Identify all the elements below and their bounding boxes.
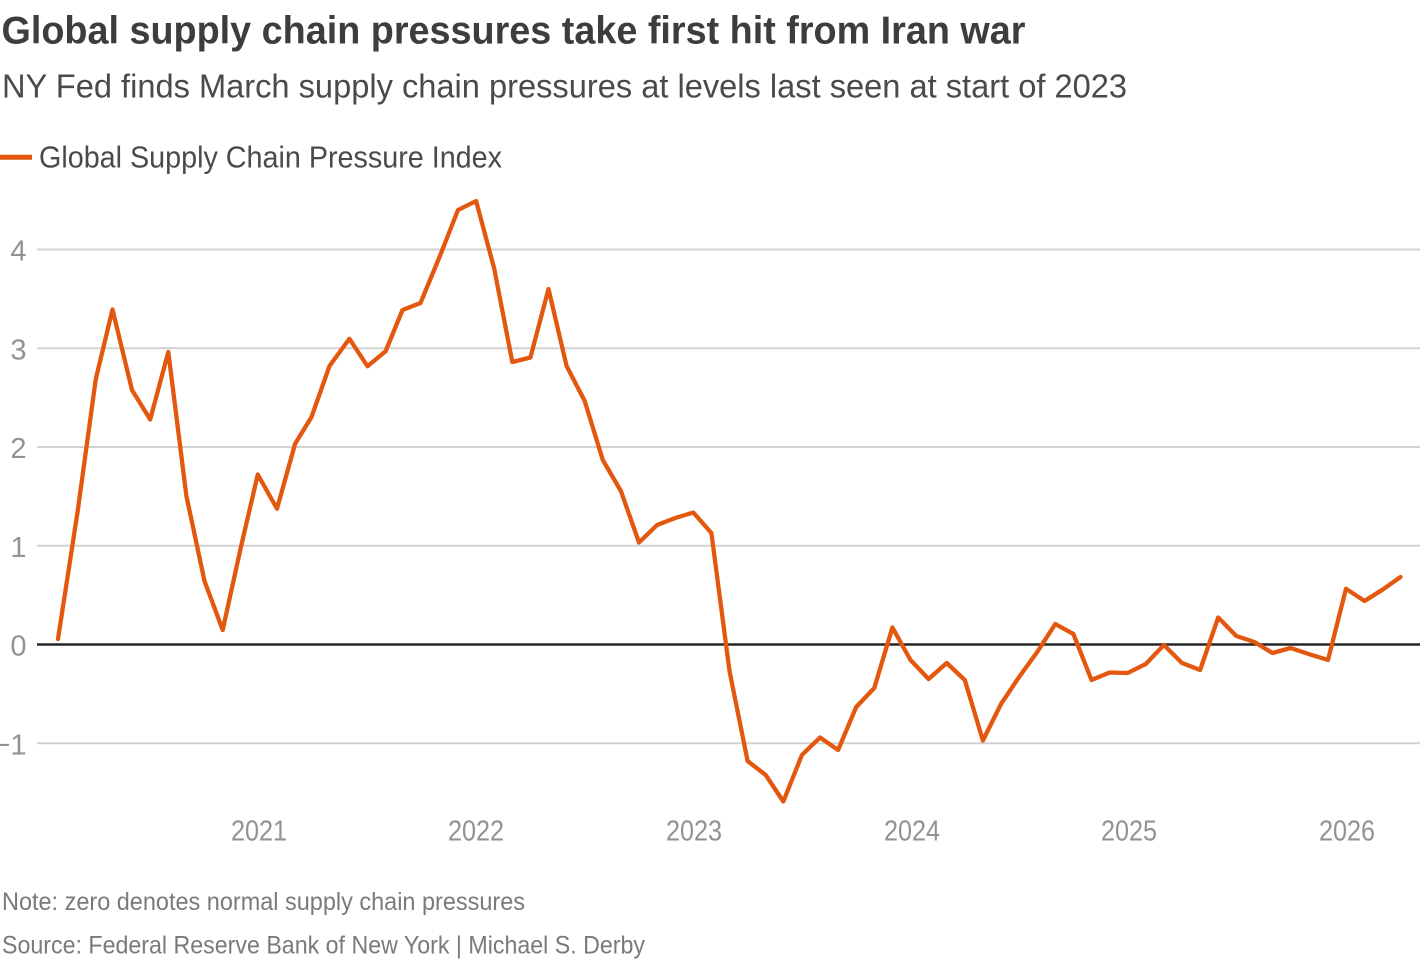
svg-text:2021: 2021	[231, 816, 287, 848]
svg-text:Global Supply Chain Pressure I: Global Supply Chain Pressure Index	[39, 141, 502, 175]
svg-text:2026: 2026	[1319, 816, 1375, 848]
svg-text:Note: zero denotes normal supp: Note: zero denotes normal supply chain p…	[2, 888, 525, 916]
svg-text:Source: Federal Reserve Bank o: Source: Federal Reserve Bank of New York…	[2, 932, 645, 960]
svg-text:−1: −1	[0, 729, 27, 761]
svg-text:2: 2	[10, 433, 26, 465]
svg-text:3: 3	[10, 334, 26, 366]
svg-text:NY Fed finds March supply chai: NY Fed finds March supply chain pressure…	[2, 68, 1127, 105]
svg-text:Global supply chain pressures: Global supply chain pressures take first…	[2, 10, 1026, 53]
svg-text:2024: 2024	[884, 816, 940, 848]
svg-text:2023: 2023	[666, 816, 722, 848]
svg-text:1: 1	[10, 532, 26, 564]
svg-text:0: 0	[10, 631, 26, 663]
svg-text:4: 4	[10, 236, 26, 268]
svg-text:2025: 2025	[1101, 816, 1157, 848]
svg-text:2022: 2022	[448, 816, 504, 848]
